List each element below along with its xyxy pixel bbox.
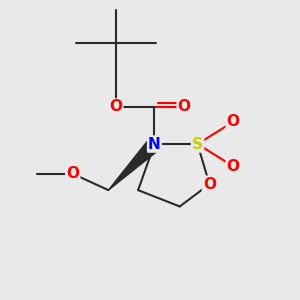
Text: O: O bbox=[203, 177, 216, 192]
Text: N: N bbox=[148, 136, 161, 152]
Text: O: O bbox=[178, 99, 191, 114]
Text: O: O bbox=[66, 166, 79, 181]
Text: S: S bbox=[192, 136, 203, 152]
Polygon shape bbox=[108, 139, 160, 190]
Text: O: O bbox=[109, 99, 122, 114]
Text: O: O bbox=[227, 114, 240, 129]
Text: O: O bbox=[227, 159, 240, 174]
